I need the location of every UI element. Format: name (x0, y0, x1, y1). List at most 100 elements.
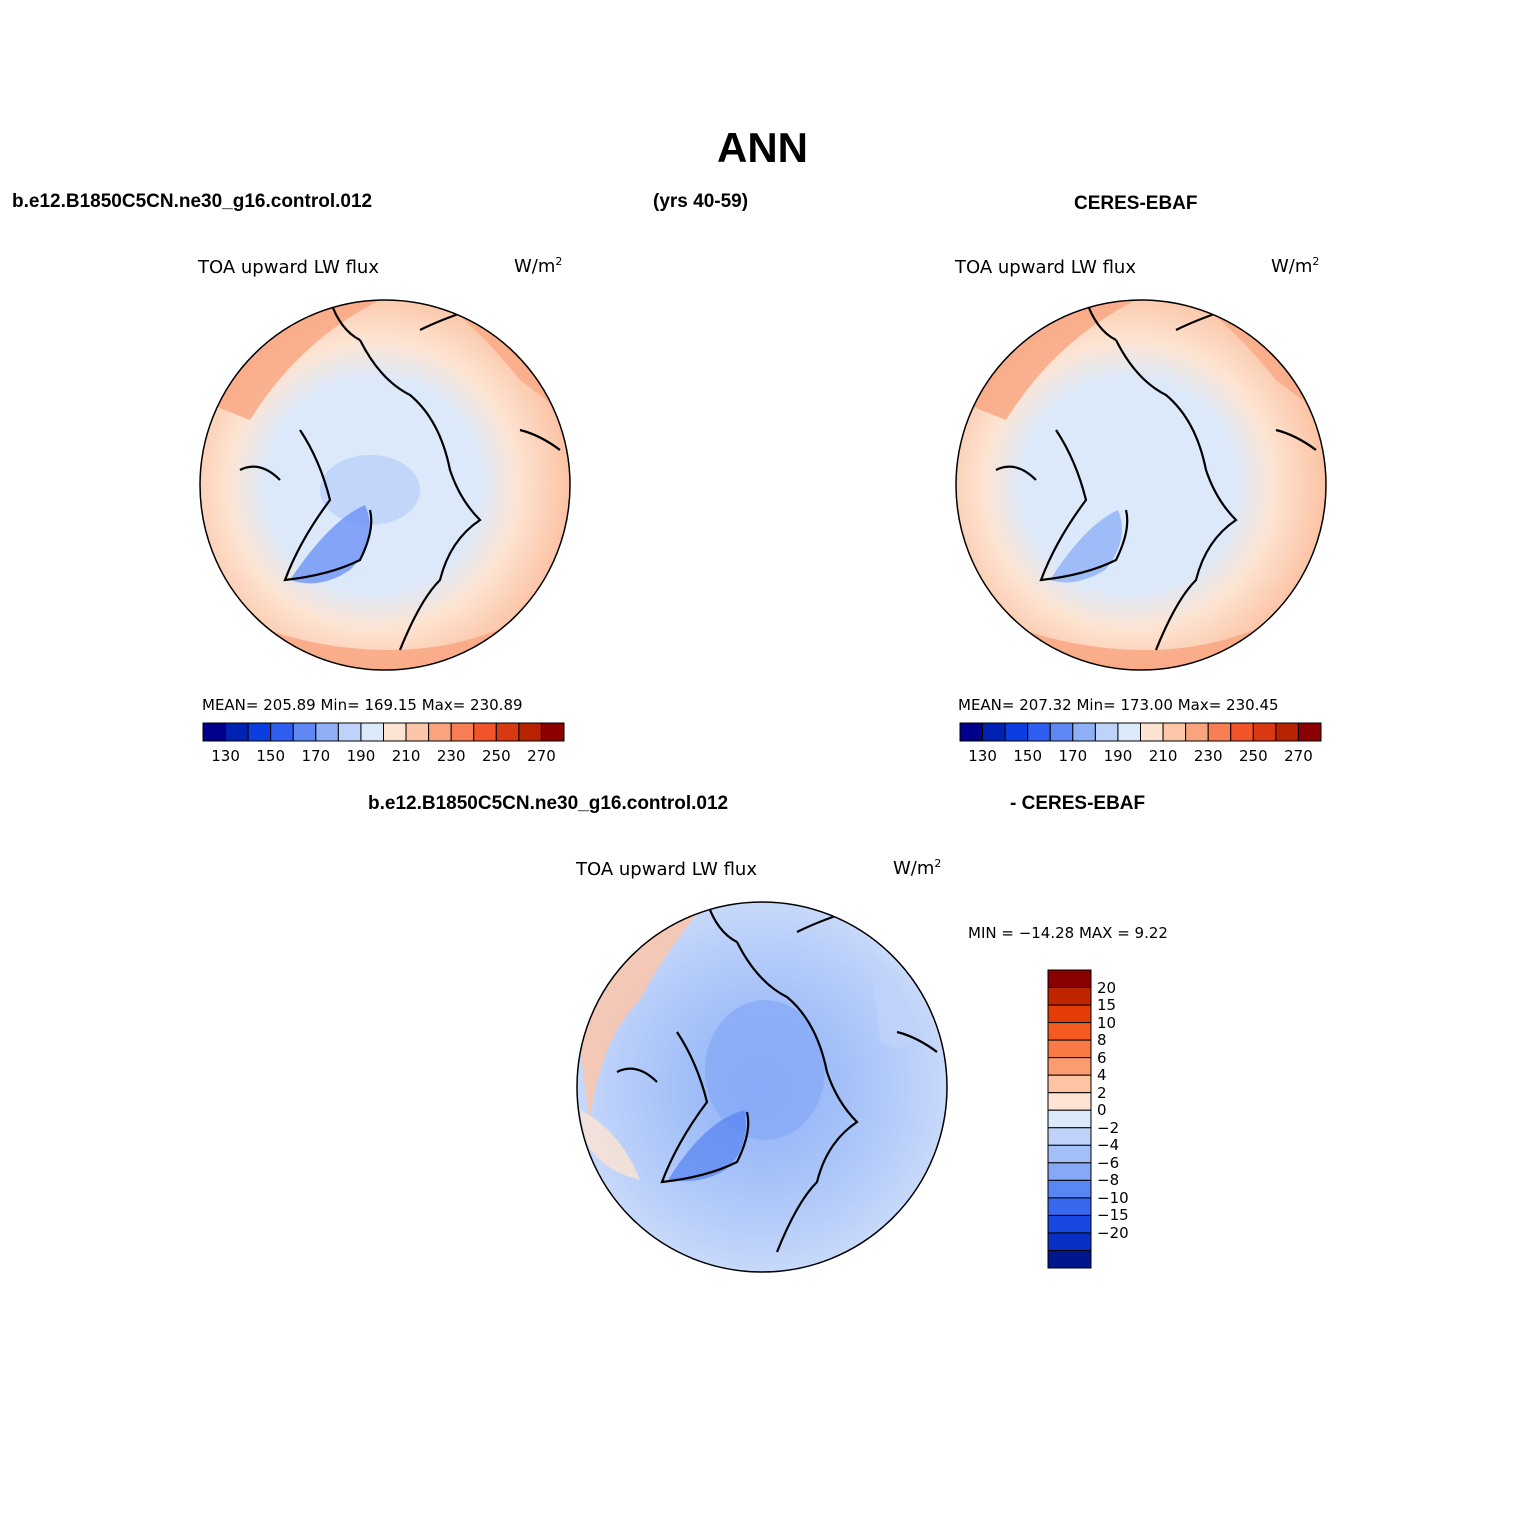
panel1-colorbar-tick-label: 210 (391, 747, 421, 765)
panel3-colorbar-tick-label: 0 (1097, 1101, 1107, 1120)
top-left-case-label: b.e12.B1850C5CN.ne30_g16.control.012 (12, 191, 373, 212)
panel3-map-border (576, 901, 948, 1273)
panel1-colorbar-tick-label: 250 (481, 747, 511, 765)
diff-ref-label: - CERES-EBAF (1010, 793, 1146, 814)
panel2-colorbar-tick-label: 250 (1238, 747, 1268, 765)
panel1-colorbar-swatch (360, 722, 384, 742)
panel2-colorbar-tick-label: 150 (1013, 747, 1043, 765)
panel2-colorbar-swatch (1117, 722, 1141, 742)
panel3-colorbar-tick-label: 15 (1097, 996, 1117, 1015)
panel2-map (956, 300, 1326, 670)
panel3-colorbar-swatch (1047, 1197, 1092, 1216)
panel1-colorbar-swatch (383, 722, 407, 742)
panel1-colorbar-swatch (518, 722, 542, 742)
panel1-colorbar-swatch (405, 722, 430, 742)
panel2-colorbar-swatch (982, 722, 1006, 742)
panel1-colorbar-swatch (428, 722, 452, 742)
panel2-colorbar-tick-label: 130 (968, 747, 997, 765)
panel3-colorbar-tick-label: −20 (1097, 1223, 1129, 1242)
panel1-colorbar-swatch (202, 722, 227, 742)
panel3-colorbar-tick-label: 20 (1097, 978, 1117, 997)
panel2-colorbar-swatch (1140, 722, 1164, 742)
panel3-stats: MIN = −14.28 MAX = 9.22 (968, 924, 1168, 942)
panel1-colorbar-tick-label: 170 (301, 747, 331, 765)
panel2-colorbar-swatch (1230, 722, 1254, 742)
panel1-map-border (199, 299, 571, 671)
panel3-colorbar-swatch (1047, 987, 1092, 1006)
panel3-colorbar-swatch (1047, 1179, 1092, 1199)
panel2-colorbar-swatch (1094, 722, 1119, 742)
panel1-colorbar-swatch (473, 722, 497, 742)
panel2-colorbar-tick-label: 230 (1193, 747, 1223, 765)
panel1-colorbar-tick-label: 190 (346, 747, 376, 765)
panel1-stats: MEAN= 205.89 Min= 169.15 Max= 230.89 (202, 696, 523, 714)
panel3-colorbar (1047, 969, 1092, 1269)
panel3-colorbar-tick-label: 2 (1097, 1083, 1107, 1102)
panel1-colorbar-swatch (450, 722, 475, 742)
figure-title: ANN (717, 124, 808, 171)
panel2-stats: MEAN= 207.32 Min= 173.00 Max= 230.45 (958, 696, 1279, 714)
panel2-colorbar-swatch (1027, 722, 1051, 742)
panel1-colorbar-swatch (270, 722, 294, 742)
panel2-colorbar-swatch (1162, 722, 1187, 742)
panel2-colorbar-swatch (1207, 722, 1232, 742)
panel2-colorbar-tick-label: 270 (1284, 747, 1313, 765)
panel2-variable-label: TOA upward LW flux (955, 257, 1136, 278)
panel1-colorbar-swatch (495, 722, 520, 742)
panel3-colorbar-swatch (1047, 1039, 1092, 1059)
panel1-units-label: W/m2 (514, 255, 563, 277)
panel3-colorbar-swatch (1047, 1074, 1092, 1094)
panel2-colorbar-swatch (1275, 722, 1299, 742)
panel1-colorbar-swatch (337, 722, 362, 742)
panel3-map (577, 902, 947, 1272)
panel3-colorbar-tick-label: −4 (1097, 1136, 1120, 1155)
panel1-variable-label: TOA upward LW flux (198, 257, 379, 278)
panel1-colorbar-swatch (247, 722, 272, 742)
panel2-colorbar-swatch (1004, 722, 1029, 742)
panel3-colorbar-tick-label: −2 (1097, 1118, 1120, 1137)
panel3-colorbar-swatch (1047, 1057, 1092, 1076)
panel2-colorbar-swatch (1297, 722, 1322, 742)
panel1-colorbar-swatch (540, 722, 565, 742)
panel3-colorbar-tick-label: 6 (1097, 1048, 1107, 1067)
panel1-colorbar-swatch (225, 722, 249, 742)
panel3-colorbar-swatch (1047, 1162, 1092, 1181)
panel2-colorbar-swatch (1252, 722, 1277, 742)
panel1-colorbar-tick-label: 130 (211, 747, 240, 765)
panel3-colorbar-swatch (1047, 1214, 1092, 1234)
panel3-colorbar-swatch (1047, 1144, 1092, 1164)
panel1-colorbar-swatch (315, 722, 339, 742)
panel3-colorbar-swatch (1047, 1249, 1092, 1269)
panel1-map (200, 300, 570, 670)
panel2-colorbar-swatch (1072, 722, 1096, 742)
panel2-colorbar-swatch (959, 722, 984, 742)
panel3-colorbar-tick-label: 4 (1097, 1066, 1107, 1085)
panel1-colorbar-tick-label: 270 (527, 747, 556, 765)
panel3-colorbar-tick-label: −6 (1097, 1153, 1120, 1172)
panel3-colorbar-tick-label: −8 (1097, 1171, 1120, 1190)
panel3-colorbar-swatch (1047, 1004, 1092, 1024)
panel2-map-border (955, 299, 1327, 671)
panel3-colorbar-tick-label: −15 (1097, 1206, 1129, 1225)
panel3-colorbar-swatch (1047, 1232, 1092, 1251)
panel2-colorbar-swatch (1049, 722, 1074, 742)
panel1-colorbar (202, 722, 565, 742)
panel3-colorbar-swatch (1047, 969, 1092, 989)
panel3-colorbar-swatch (1047, 1092, 1092, 1111)
panel3-variable-label: TOA upward LW flux (576, 859, 757, 880)
panel2-colorbar-tick-label: 170 (1058, 747, 1088, 765)
top-right-case-label: CERES-EBAF (1074, 193, 1198, 214)
panel2-colorbar-swatch (1185, 722, 1209, 742)
panel2-colorbar (959, 722, 1322, 742)
panel3-colorbar-swatch (1047, 1127, 1092, 1146)
diff-case-label: b.e12.B1850C5CN.ne30_g16.control.012 (368, 793, 729, 814)
panel3-units-label: W/m2 (893, 857, 942, 879)
panel2-colorbar-tick-label: 190 (1103, 747, 1133, 765)
panel1-colorbar-tick-label: 230 (436, 747, 466, 765)
panel3-colorbar-tick-label: 10 (1097, 1013, 1117, 1032)
top-years-label: (yrs 40-59) (653, 191, 749, 212)
panel1-colorbar-tick-label: 150 (256, 747, 286, 765)
panel3-colorbar-tick-label: −10 (1097, 1188, 1129, 1207)
panel1-colorbar-swatch (292, 722, 317, 742)
